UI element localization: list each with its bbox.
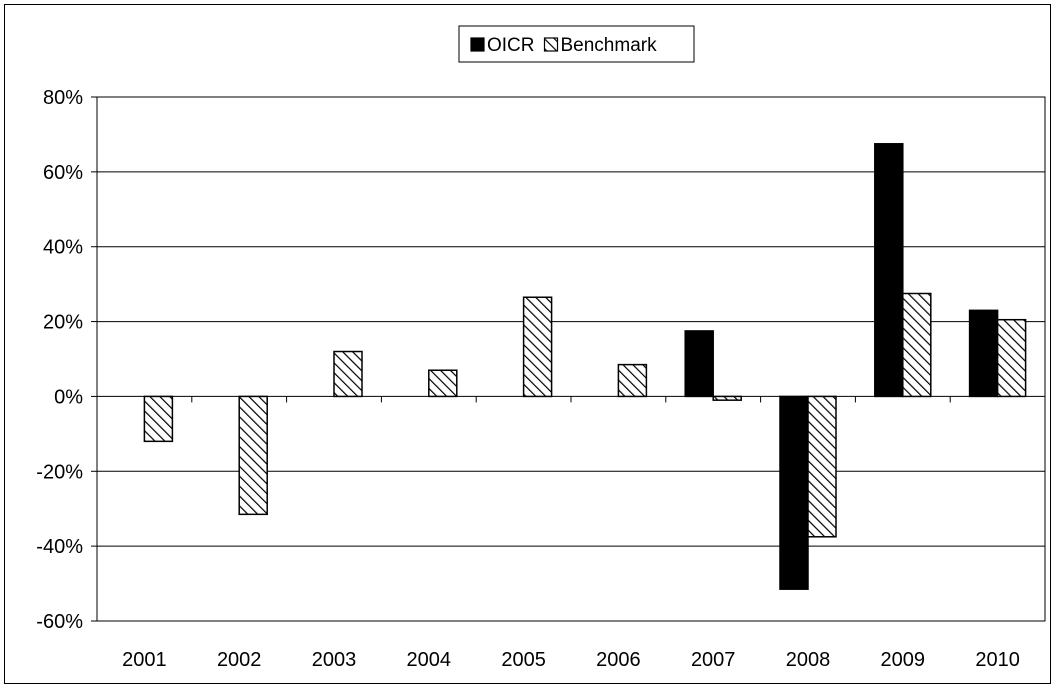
oicr-bar xyxy=(684,330,714,398)
x-tick-label: 2006 xyxy=(596,649,641,671)
benchmark-bar xyxy=(996,318,1027,398)
y-tick-label: -60% xyxy=(36,611,83,633)
x-tick-label: 2008 xyxy=(786,649,831,671)
x-tick-label: 2004 xyxy=(407,649,452,671)
y-tick-label: 0% xyxy=(54,386,83,408)
oicr-bar xyxy=(779,395,809,590)
legend-label: Benchmark xyxy=(561,35,658,56)
benchmark-bar xyxy=(428,369,458,398)
benchmark-bar xyxy=(807,395,837,538)
x-tick-label: 2005 xyxy=(501,649,546,671)
legend-swatch xyxy=(470,37,485,52)
x-tick-label: 2007 xyxy=(691,649,736,671)
legend: OICR Benchmark xyxy=(458,25,695,63)
y-tick-label: -40% xyxy=(36,536,83,558)
benchmark-bar xyxy=(712,395,742,401)
oicr-bar xyxy=(968,309,999,398)
y-tick-label: 60% xyxy=(43,162,83,184)
benchmark-bar xyxy=(902,292,932,398)
oicr-bar xyxy=(874,143,904,398)
benchmark-bar xyxy=(522,296,553,398)
legend-swatch xyxy=(543,37,559,52)
bars xyxy=(143,143,1027,590)
legend-box xyxy=(458,25,695,63)
tick-labels: -60% -40% -20% 0% 20% 40% 60% 80% 2001 2002 2003 20… xyxy=(36,87,1020,671)
y-tick-label: -20% xyxy=(36,461,83,483)
x-tick-label: 2003 xyxy=(312,649,357,671)
benchmark-bar xyxy=(238,395,268,516)
x-tick-label: 2001 xyxy=(122,649,167,671)
benchmark-bar xyxy=(143,395,174,443)
y-tick-label: 40% xyxy=(43,237,83,259)
plot-area-border xyxy=(96,96,1046,622)
x-tick-label: 2002 xyxy=(217,649,262,671)
legend-label: OICR xyxy=(487,35,535,56)
benchmark-bar xyxy=(333,350,363,398)
x-tick-label: 2010 xyxy=(975,649,1020,671)
benchmark-bar xyxy=(617,363,648,398)
y-tick-label: 80% xyxy=(43,87,83,109)
y-tick-label: 20% xyxy=(43,312,83,334)
x-tick-label: 2009 xyxy=(881,649,926,671)
axes xyxy=(91,96,1046,622)
